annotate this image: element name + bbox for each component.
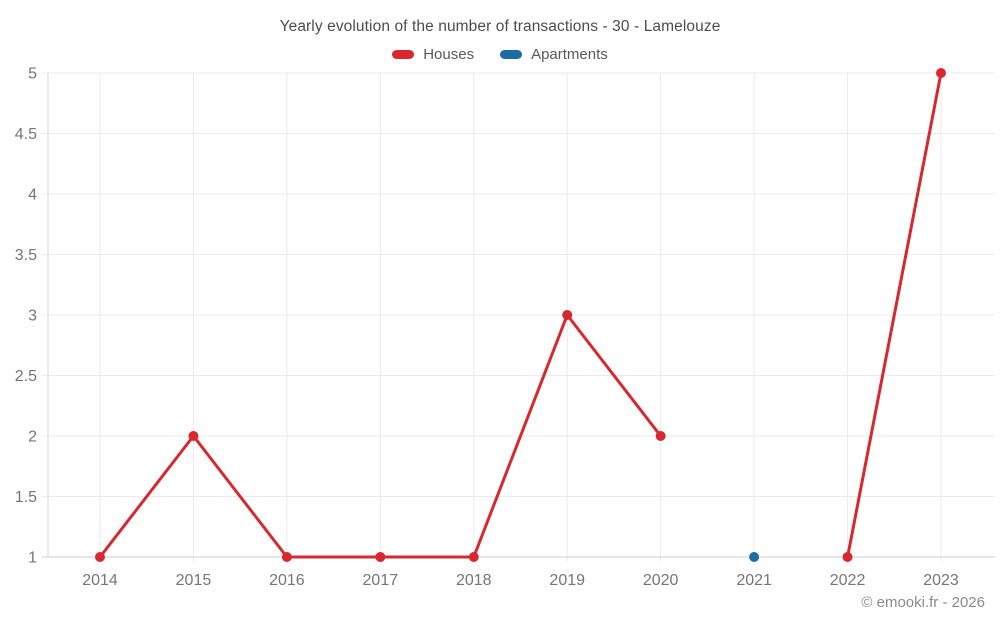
data-point-houses[interactable] xyxy=(562,310,573,320)
chart-title: Yearly evolution of the number of transa… xyxy=(279,18,721,35)
x-tick-label: 2018 xyxy=(456,572,492,589)
y-tick-label: 3 xyxy=(28,308,37,325)
x-tick-label: 2021 xyxy=(736,572,772,589)
data-point-apartments[interactable] xyxy=(749,552,760,562)
x-tick-label: 2019 xyxy=(549,572,585,589)
x-tick-label: 2016 xyxy=(269,572,305,589)
data-point-houses[interactable] xyxy=(188,431,199,441)
y-tick-label: 1.5 xyxy=(15,489,37,506)
y-tick-label: 2 xyxy=(28,429,37,446)
x-tick-label: 2020 xyxy=(643,572,679,589)
legend-item-houses[interactable]: Houses xyxy=(392,46,474,63)
legend-label-houses: Houses xyxy=(423,46,475,63)
x-tick-label: 2014 xyxy=(82,572,118,589)
y-tick-label: 2.5 xyxy=(15,368,37,385)
series-line-houses xyxy=(846,71,943,559)
y-tick-label: 3.5 xyxy=(15,247,37,264)
x-tick-label: 2015 xyxy=(176,572,212,589)
legend-label-apartments: Apartments xyxy=(531,46,608,63)
legend-swatch-apartments xyxy=(500,50,523,59)
y-tick-label: 5 xyxy=(28,66,37,83)
legend-swatch-houses xyxy=(392,50,415,59)
y-tick-label: 1 xyxy=(28,550,37,567)
x-tick-label: 2017 xyxy=(363,572,399,589)
data-point-houses[interactable] xyxy=(842,552,853,562)
data-point-houses[interactable] xyxy=(468,552,479,562)
data-point-houses[interactable] xyxy=(281,552,292,562)
data-point-houses[interactable] xyxy=(936,68,946,78)
legend-item-apartments[interactable]: Apartments xyxy=(500,46,608,63)
chart-legend: Houses Apartments xyxy=(0,46,1000,63)
x-tick-label: 2023 xyxy=(923,572,959,589)
data-point-houses[interactable] xyxy=(375,552,386,562)
y-tick-label: 4 xyxy=(28,187,37,204)
data-point-houses[interactable] xyxy=(95,552,105,562)
y-tick-label: 4.5 xyxy=(15,126,37,143)
x-tick-label: 2022 xyxy=(830,572,866,589)
data-point-houses[interactable] xyxy=(655,431,666,441)
watermark: © emooki.fr - 2026 xyxy=(861,594,985,611)
